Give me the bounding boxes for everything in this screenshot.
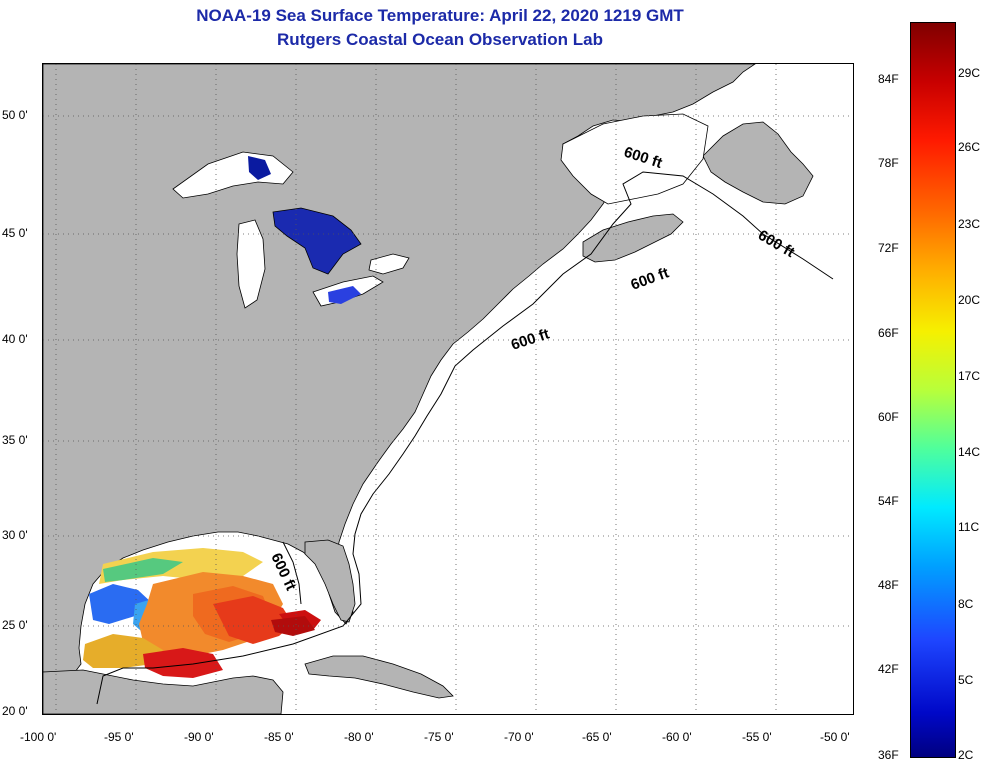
lon-label-minus60: -60 0' (662, 730, 692, 744)
isobath-600ft-line (96, 171, 834, 705)
lon-label-minus95: -95 0' (104, 730, 134, 744)
colorbar-label-20c: 20C (958, 293, 981, 307)
lon-label-minus65: -65 0' (582, 730, 612, 744)
colorbar-label-17c: 17C (958, 369, 981, 383)
colorbar-label-8c: 8C (958, 597, 974, 611)
lon-label-minus85: -85 0' (264, 730, 294, 744)
land-yucatan (43, 669, 284, 714)
sst-map: 600 ft 600 ft 600 ft 600 ft 600 ft (42, 63, 854, 715)
lat-label-30: 30 0' (2, 528, 28, 542)
colorbar-label-29c: 29C (958, 66, 981, 80)
land-nova-scotia (582, 213, 684, 263)
lake-ontario (368, 253, 410, 275)
map-title: NOAA-19 Sea Surface Temperature: April 2… (196, 6, 684, 25)
lake-michigan (236, 219, 266, 309)
gulf-st-lawrence (560, 113, 709, 205)
lake-superior-sst (248, 156, 271, 180)
colorbar-label-42f: 42F (878, 662, 899, 676)
grid (43, 64, 853, 714)
colorbar-label-60f: 60F (878, 410, 899, 424)
colorbar-label-36f: 36F (878, 748, 899, 762)
colorbar-label-66f: 66F (878, 326, 899, 340)
lat-label-25: 25 0' (2, 618, 28, 632)
lon-label-minus100: -100 0' (20, 730, 57, 744)
great-lakes (172, 151, 410, 309)
land-newfoundland (702, 121, 814, 205)
lon-label-minus50: -50 0' (820, 730, 850, 744)
lake-huron (272, 207, 362, 275)
colorbar-label-84f: 84F (878, 72, 899, 86)
isobath-600ft-gulf (282, 541, 302, 605)
lat-label-20: 20 0' (2, 704, 28, 718)
gulf-sst-data (83, 548, 321, 678)
colorbar-label-23c: 23C (958, 217, 981, 231)
colorbar-label-78f: 78F (878, 156, 899, 170)
lon-label-minus70: -70 0' (504, 730, 534, 744)
lat-label-50: 50 0' (2, 108, 28, 122)
land-cuba (304, 655, 454, 699)
colorbar-label-2c: 2C (958, 748, 974, 762)
lon-label-minus90: -90 0' (184, 730, 214, 744)
temperature-colorbar (910, 22, 956, 758)
colorbar-label-11c: 11C (958, 520, 980, 534)
lat-label-35: 35 0' (2, 433, 28, 447)
lake-erie-sst (328, 286, 361, 304)
land-florida (304, 539, 356, 623)
map-subtitle: Rutgers Coastal Ocean Observation Lab (277, 30, 603, 49)
lon-label-minus75: -75 0' (424, 730, 454, 744)
colorbar-label-48f: 48F (878, 578, 899, 592)
colorbar-label-54f: 54F (878, 494, 899, 508)
colorbar-label-26c: 26C (958, 140, 981, 154)
lat-label-45: 45 0' (2, 226, 28, 240)
lat-label-40: 40 0' (2, 332, 28, 346)
colorbar-label-14c: 14C (958, 445, 981, 459)
colorbar-label-5c: 5C (958, 673, 974, 687)
map-canvas: 600 ft 600 ft 600 ft 600 ft 600 ft (43, 64, 853, 714)
lon-label-minus55: -55 0' (742, 730, 772, 744)
lon-label-minus80: -80 0' (344, 730, 374, 744)
colorbar-label-72f: 72F (878, 241, 899, 255)
